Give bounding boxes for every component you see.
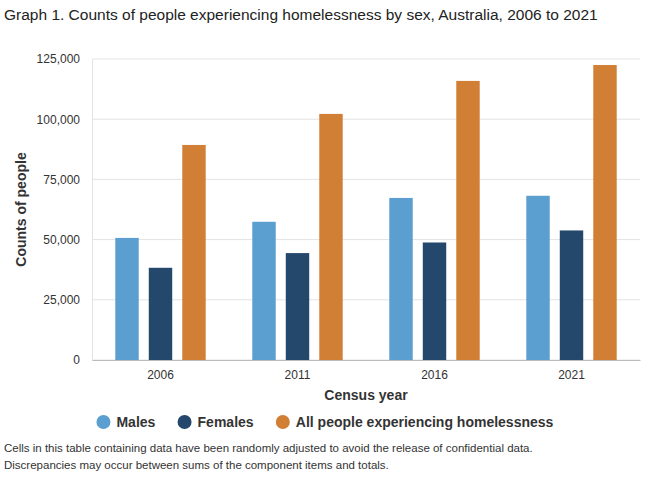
legend-label: All people experiencing homelessness <box>296 414 554 430</box>
x-tick-label: 2011 <box>285 368 311 382</box>
legend-label: Females <box>198 414 254 430</box>
x-tick: 2021 <box>558 360 585 382</box>
bar <box>560 230 583 360</box>
bar <box>286 253 309 360</box>
title: Graph 1. Counts of people experiencing h… <box>4 6 598 23</box>
grid-line <box>92 59 640 60</box>
bar <box>319 114 342 360</box>
grid-line <box>92 299 640 300</box>
y-axis-title: Counts of people <box>13 152 29 267</box>
y-tick: 125,000 <box>37 52 92 66</box>
y-tick: 75,000 <box>43 173 92 187</box>
bar <box>423 242 446 360</box>
legend-swatch <box>96 415 110 429</box>
grid-line <box>92 119 640 120</box>
grid-line <box>92 360 640 361</box>
grid <box>92 59 640 360</box>
y-tick-label: 25,000 <box>43 293 80 307</box>
y-tick: 100,000 <box>37 113 92 127</box>
note: Discrepancies may occur between sums of … <box>4 459 389 471</box>
bar <box>182 145 205 360</box>
legend-swatch <box>276 415 290 429</box>
y-tick: 25,000 <box>43 293 92 307</box>
legend-item: All people experiencing homelessness <box>276 414 554 430</box>
note: Cells in this table containing data have… <box>4 442 533 454</box>
legend-swatch <box>178 415 192 429</box>
y-tick-label: 0 <box>73 353 80 367</box>
chart: Graph 1. Counts of people experiencing h… <box>0 0 650 488</box>
bar <box>593 65 616 360</box>
legend-label: Males <box>116 414 155 430</box>
y-tick: 0 <box>73 353 92 367</box>
y-axis-line <box>92 60 93 361</box>
x-axis-title: Census year <box>324 387 408 403</box>
grid-line <box>92 239 640 240</box>
y-tick-label: 50,000 <box>43 233 80 247</box>
bar <box>526 196 549 360</box>
x-tick: 2016 <box>421 360 448 382</box>
bar <box>456 81 479 360</box>
x-axis: 2006 2011 2016 2021 <box>93 360 641 382</box>
y-axis: 0 25,000 50,000 75,000 100,000 125,000 <box>37 52 93 367</box>
bars <box>115 65 616 360</box>
plot: 0 25,000 50,000 75,000 100,000 125,000 2006 201… <box>37 52 641 381</box>
bar-series <box>149 230 583 360</box>
y-tick-label: 125,000 <box>37 52 81 66</box>
bar-series <box>182 65 616 360</box>
notes: Cells in this table containing data have… <box>4 442 533 471</box>
bar <box>252 222 275 360</box>
y-tick-label: 75,000 <box>43 173 80 187</box>
bar <box>149 268 172 360</box>
y-tick: 50,000 <box>43 233 92 247</box>
legend-item: Females <box>178 414 254 430</box>
bar <box>115 238 138 360</box>
x-tick-label: 2016 <box>421 368 448 382</box>
x-tick: 2011 <box>285 360 311 382</box>
x-tick: 2006 <box>147 360 174 382</box>
legend: Males Females All people experiencing home… <box>96 414 553 430</box>
x-tick-label: 2006 <box>147 368 174 382</box>
legend-item: Males <box>96 414 155 430</box>
bar <box>389 198 412 360</box>
grid-line <box>92 179 640 180</box>
x-tick-label: 2021 <box>558 368 585 382</box>
x-axis-line <box>93 360 641 361</box>
y-tick-label: 100,000 <box>37 113 81 127</box>
